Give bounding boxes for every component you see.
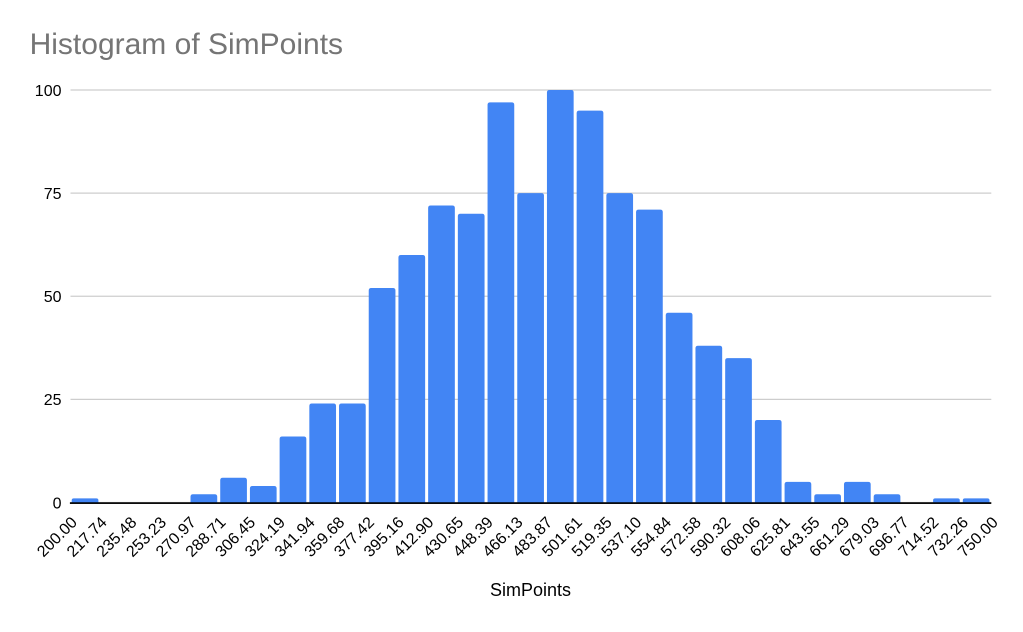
svg-text:75: 75: [44, 186, 62, 203]
svg-text:Histogram of SimPoints: Histogram of SimPoints: [30, 28, 343, 61]
svg-text:SimPoints: SimPoints: [490, 580, 571, 600]
svg-text:50: 50: [44, 289, 62, 306]
svg-text:100: 100: [35, 83, 62, 100]
svg-text:0: 0: [53, 495, 62, 512]
svg-text:25: 25: [44, 392, 62, 409]
